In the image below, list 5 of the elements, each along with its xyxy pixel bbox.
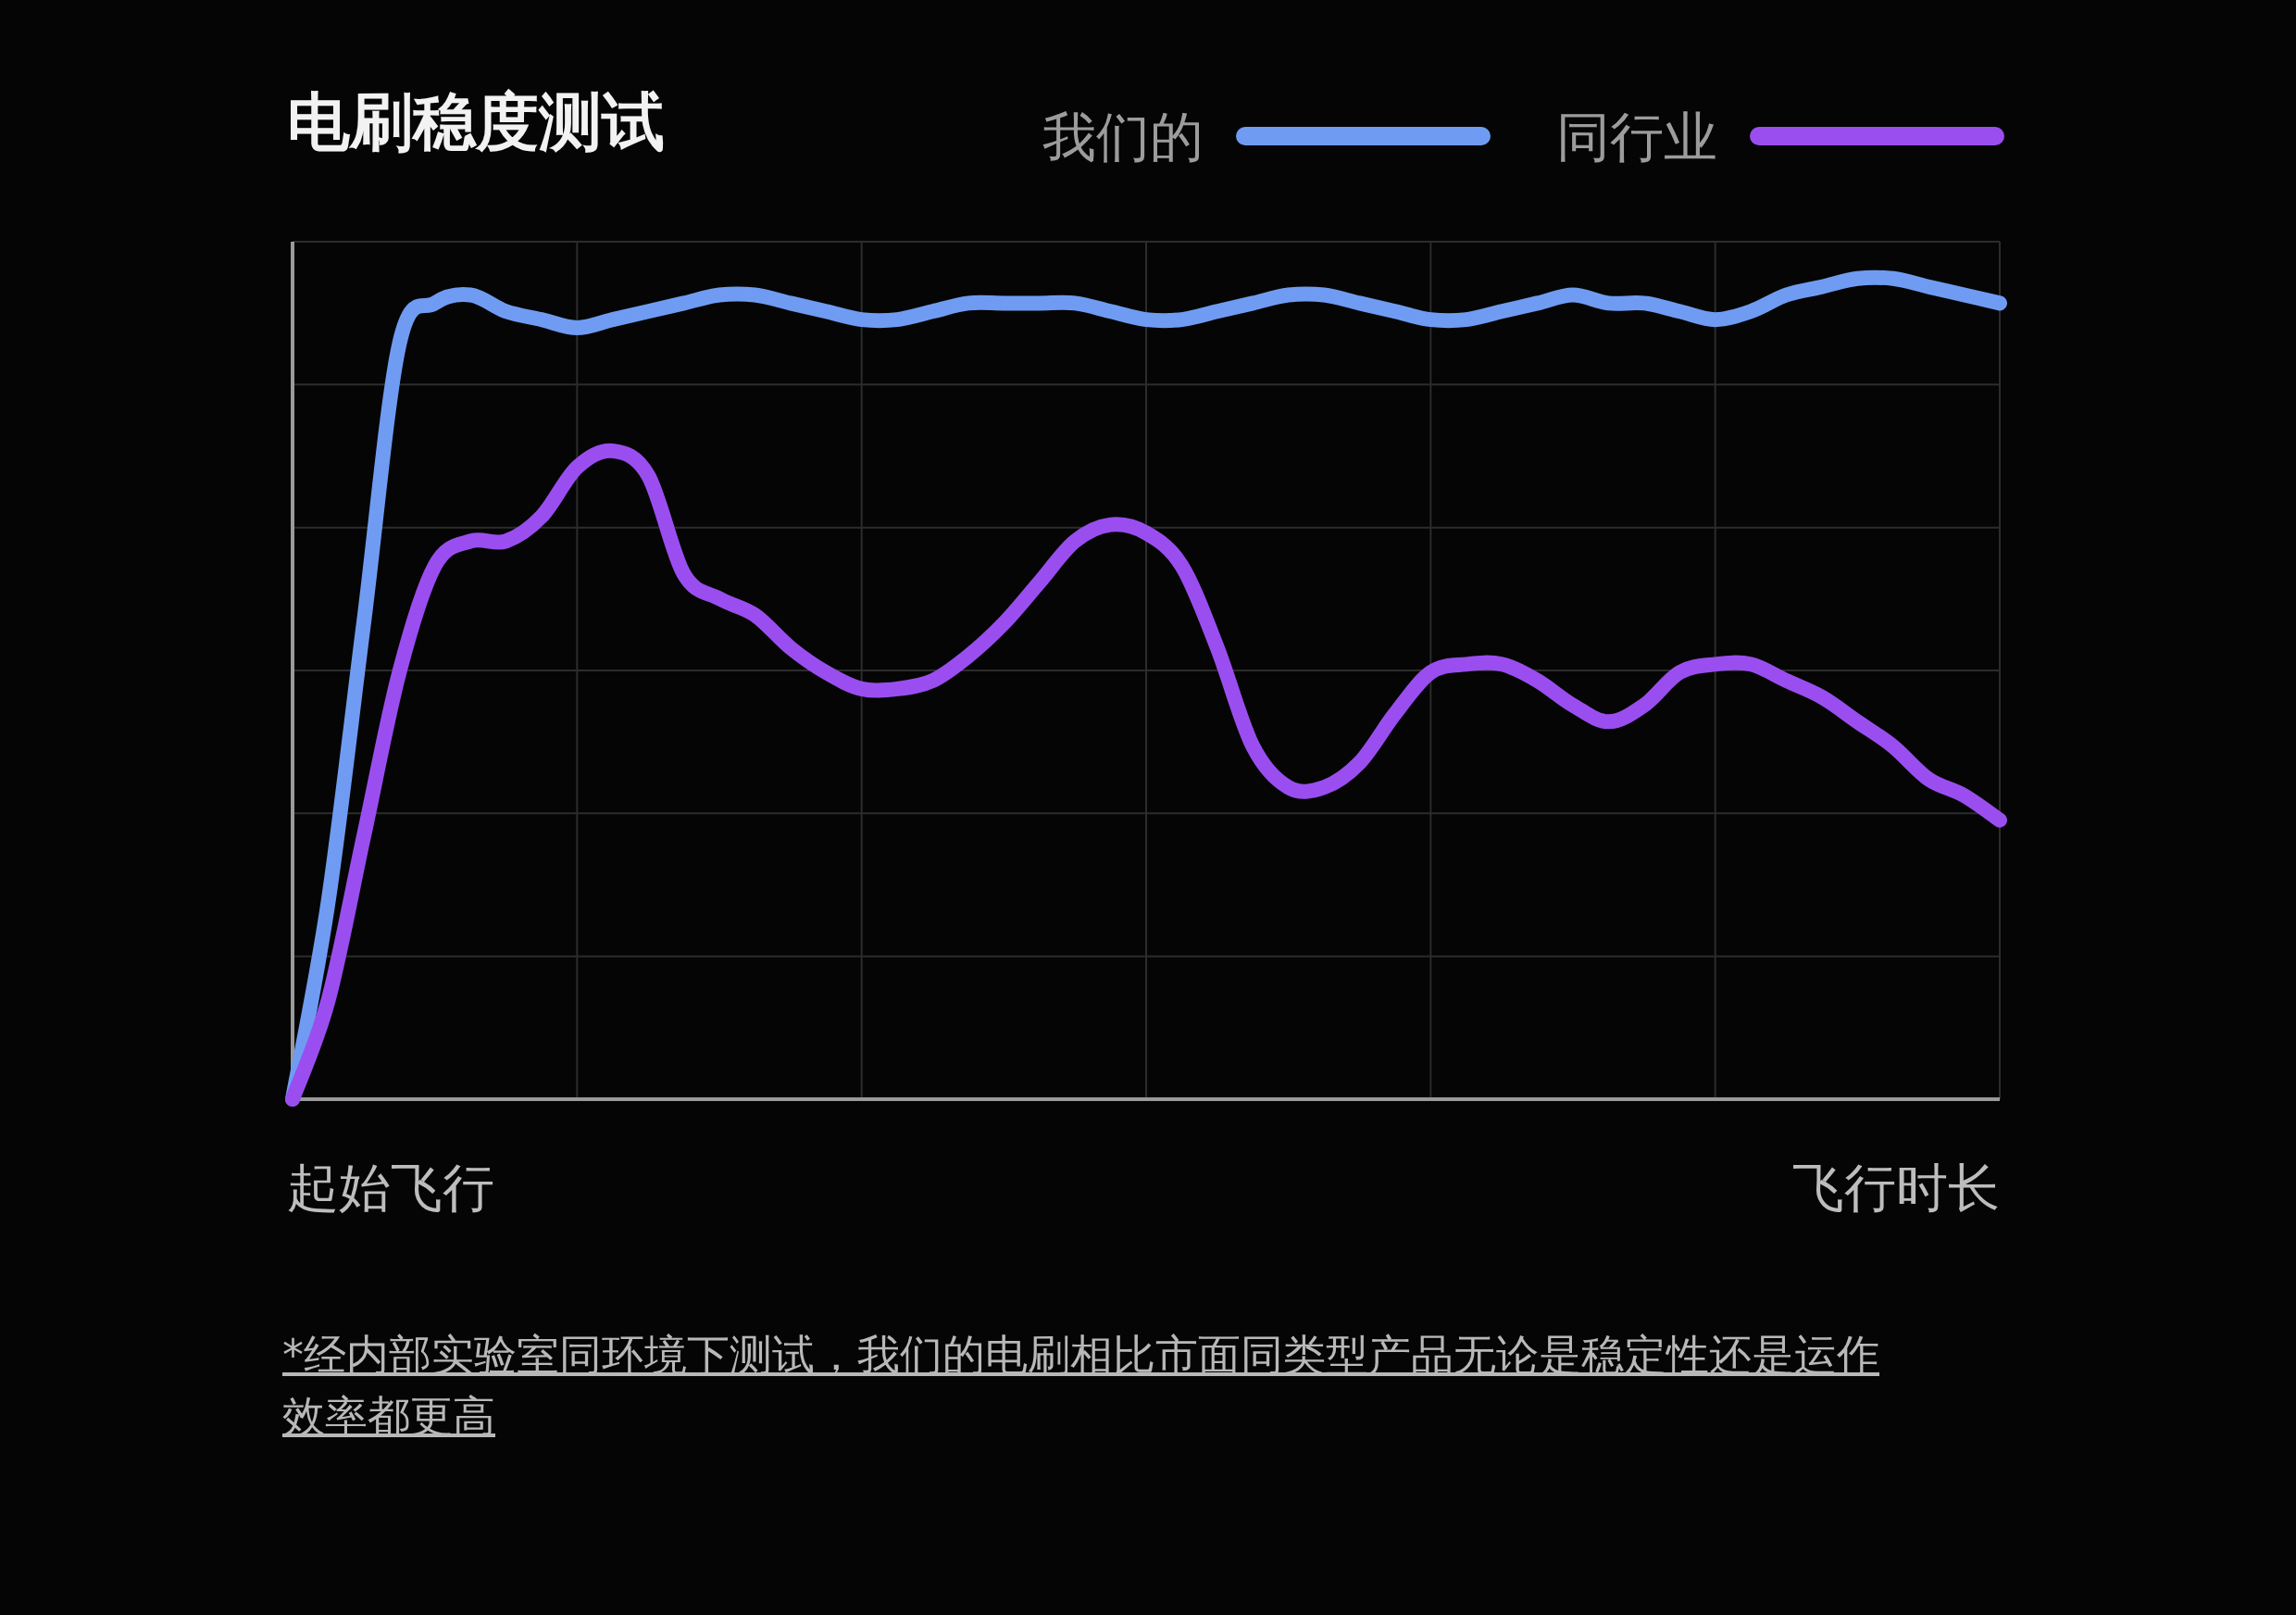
text: 起始飞行 (287, 1158, 494, 1218)
legend-label: 同行业 (1556, 106, 1717, 169)
legend-label: 我们的 (1042, 106, 1204, 169)
x-axis-title: 飞行时长 (1792, 1158, 2000, 1218)
chart-title: 电刷稳度测试 (287, 85, 665, 158)
